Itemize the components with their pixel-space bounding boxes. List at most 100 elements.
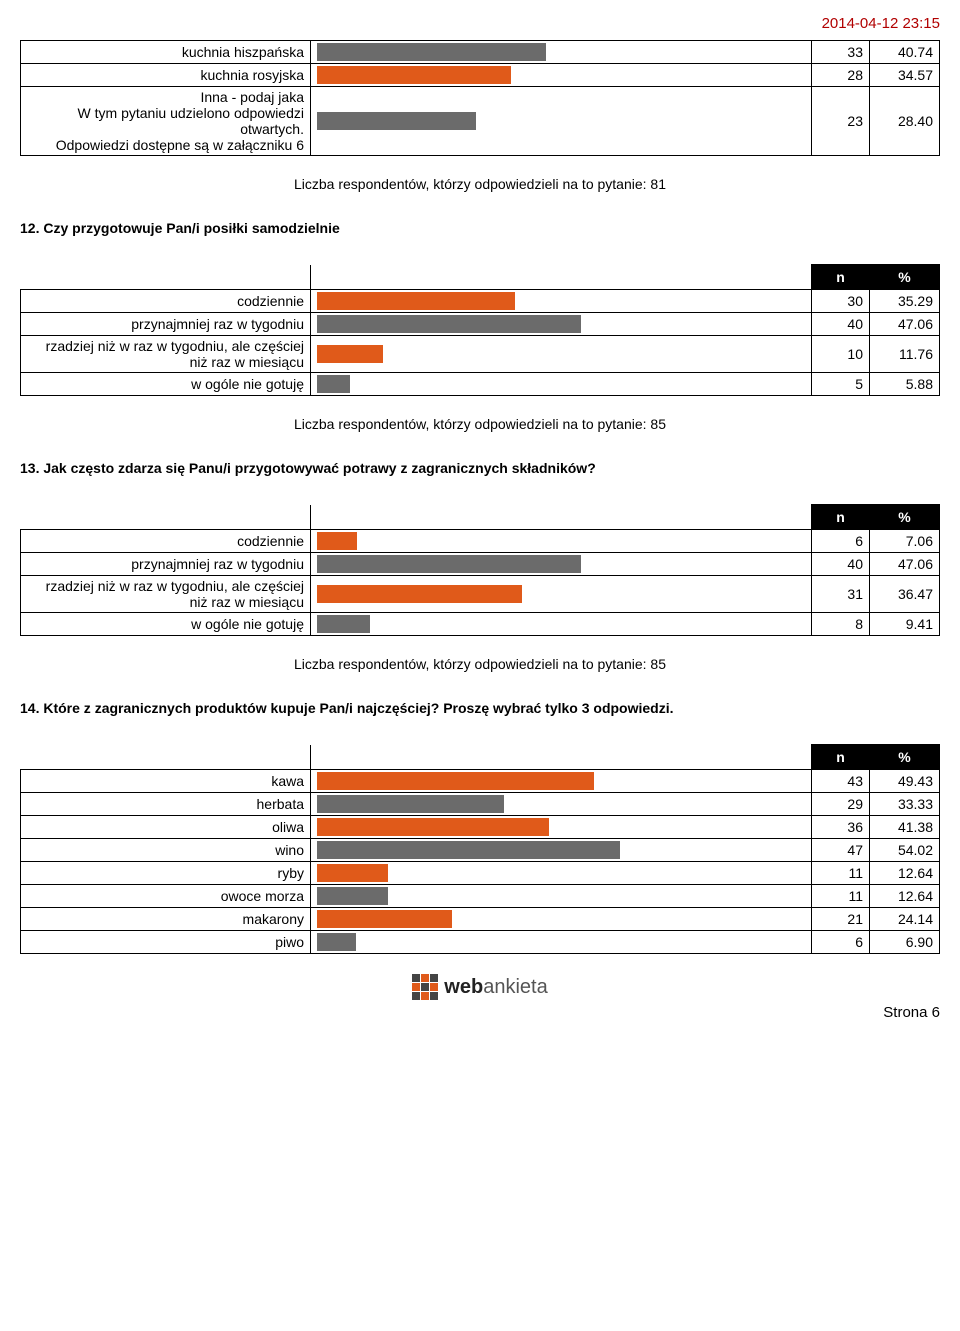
- row-pct: 11.76: [870, 336, 940, 373]
- row-n: 30: [812, 290, 870, 313]
- row-pct: 41.38: [870, 816, 940, 839]
- table-row: oliwa 3641.38: [21, 816, 940, 839]
- row-n: 43: [812, 770, 870, 793]
- bar: [317, 818, 549, 836]
- row-pct: 47.06: [870, 313, 940, 336]
- row-pct: 54.02: [870, 839, 940, 862]
- row-n: 11: [812, 862, 870, 885]
- row-n: 5: [812, 373, 870, 396]
- row-label: owoce morza: [21, 885, 311, 908]
- row-bar-cell: [311, 839, 812, 862]
- table-row: kawa 4349.43: [21, 770, 940, 793]
- row-n: 40: [812, 553, 870, 576]
- row-pct: 6.90: [870, 931, 940, 954]
- row-label: rzadziej niż w raz w tygodniu, ale częśc…: [21, 576, 311, 613]
- row-label: w ogóle nie gotuję: [21, 373, 311, 396]
- bar: [317, 66, 511, 84]
- row-n: 31: [812, 576, 870, 613]
- row-pct: 34.57: [870, 64, 940, 87]
- row-label: wino: [21, 839, 311, 862]
- page-number: Strona 6: [883, 1004, 940, 1021]
- header-pct: %: [870, 745, 940, 770]
- bar: [317, 315, 581, 333]
- table-row: makarony2124.14: [21, 908, 940, 931]
- footer: webankieta Strona 6: [20, 974, 940, 1021]
- row-bar-cell: [311, 770, 812, 793]
- header-n: n: [812, 745, 870, 770]
- row-label: codziennie: [21, 290, 311, 313]
- row-label: w ogóle nie gotuję: [21, 613, 311, 636]
- table-top: kuchnia hiszpańska3340.74kuchnia rosyjsk…: [20, 40, 940, 156]
- respondents-top: Liczba respondentów, którzy odpowiedziel…: [20, 176, 940, 192]
- row-label: kawa: [21, 770, 311, 793]
- row-pct: 24.14: [870, 908, 940, 931]
- table-row: herbata 2933.33: [21, 793, 940, 816]
- brand-web: web: [444, 976, 483, 998]
- header-n: n: [812, 265, 870, 290]
- table-row: kuchnia rosyjska2834.57: [21, 64, 940, 87]
- q14-title: 14. Które z zagranicznych produktów kupu…: [20, 700, 940, 716]
- bar: [317, 585, 522, 603]
- table-row: w ogóle nie gotuję 55.88: [21, 373, 940, 396]
- row-bar-cell: [311, 64, 812, 87]
- table-q14: n % kawa 4349.43 herbata 2933.33 oliwa 3641.3…: [20, 744, 940, 954]
- row-pct: 9.41: [870, 613, 940, 636]
- row-n: 11: [812, 885, 870, 908]
- row-bar-cell: [311, 373, 812, 396]
- row-bar-cell: [311, 87, 812, 156]
- header-pct: %: [870, 505, 940, 530]
- row-n: 10: [812, 336, 870, 373]
- row-label: Inna - podaj jakaW tym pytaniu udzielono…: [21, 87, 311, 156]
- row-pct: 36.47: [870, 576, 940, 613]
- table-row: przynajmniej raz w tygodniu 4047.06: [21, 313, 940, 336]
- table-row: owoce morza 1112.64: [21, 885, 940, 908]
- bar: [317, 345, 383, 363]
- row-pct: 35.29: [870, 290, 940, 313]
- row-n: 33: [812, 41, 870, 64]
- row-n: 28: [812, 64, 870, 87]
- row-label: makarony: [21, 908, 311, 931]
- row-bar-cell: [311, 908, 812, 931]
- logo-icon: [412, 974, 438, 1000]
- q13-title: 13. Jak często zdarza się Panu/i przygot…: [20, 460, 940, 476]
- row-bar-cell: [311, 553, 812, 576]
- bar: [317, 555, 581, 573]
- row-n: 47: [812, 839, 870, 862]
- row-pct: 5.88: [870, 373, 940, 396]
- row-pct: 12.64: [870, 885, 940, 908]
- row-label: piwo: [21, 931, 311, 954]
- table-row: przynajmniej raz w tygodniu 4047.06: [21, 553, 940, 576]
- row-bar-cell: [311, 885, 812, 908]
- q12-title: 12. Czy przygotowuje Pan/i posiłki samod…: [20, 220, 940, 236]
- row-bar-cell: [311, 931, 812, 954]
- row-n: 29: [812, 793, 870, 816]
- row-pct: 28.40: [870, 87, 940, 156]
- row-pct: 47.06: [870, 553, 940, 576]
- row-n: 36: [812, 816, 870, 839]
- row-label: ryby: [21, 862, 311, 885]
- timestamp: 2014-04-12 23:15: [20, 15, 940, 32]
- row-label: przynajmniej raz w tygodniu: [21, 553, 311, 576]
- row-bar-cell: [311, 290, 812, 313]
- brand-text: webankieta: [444, 976, 547, 999]
- row-pct: 33.33: [870, 793, 940, 816]
- respondents-q13: Liczba respondentów, którzy odpowiedziel…: [20, 656, 940, 672]
- row-n: 6: [812, 931, 870, 954]
- table-row: rzadziej niż w raz w tygodniu, ale częśc…: [21, 336, 940, 373]
- table-row: Inna - podaj jakaW tym pytaniu udzielono…: [21, 87, 940, 156]
- row-label: przynajmniej raz w tygodniu: [21, 313, 311, 336]
- bar: [317, 43, 546, 61]
- bar: [317, 532, 357, 550]
- bar: [317, 112, 476, 130]
- header-pct: %: [870, 265, 940, 290]
- bar: [317, 615, 370, 633]
- row-n: 40: [812, 313, 870, 336]
- respondents-q12: Liczba respondentów, którzy odpowiedziel…: [20, 416, 940, 432]
- row-bar-cell: [311, 613, 812, 636]
- brand-ankieta: ankieta: [483, 976, 548, 998]
- row-label: herbata: [21, 793, 311, 816]
- table-row: codziennie67.06: [21, 530, 940, 553]
- row-pct: 49.43: [870, 770, 940, 793]
- row-n: 8: [812, 613, 870, 636]
- row-label: oliwa: [21, 816, 311, 839]
